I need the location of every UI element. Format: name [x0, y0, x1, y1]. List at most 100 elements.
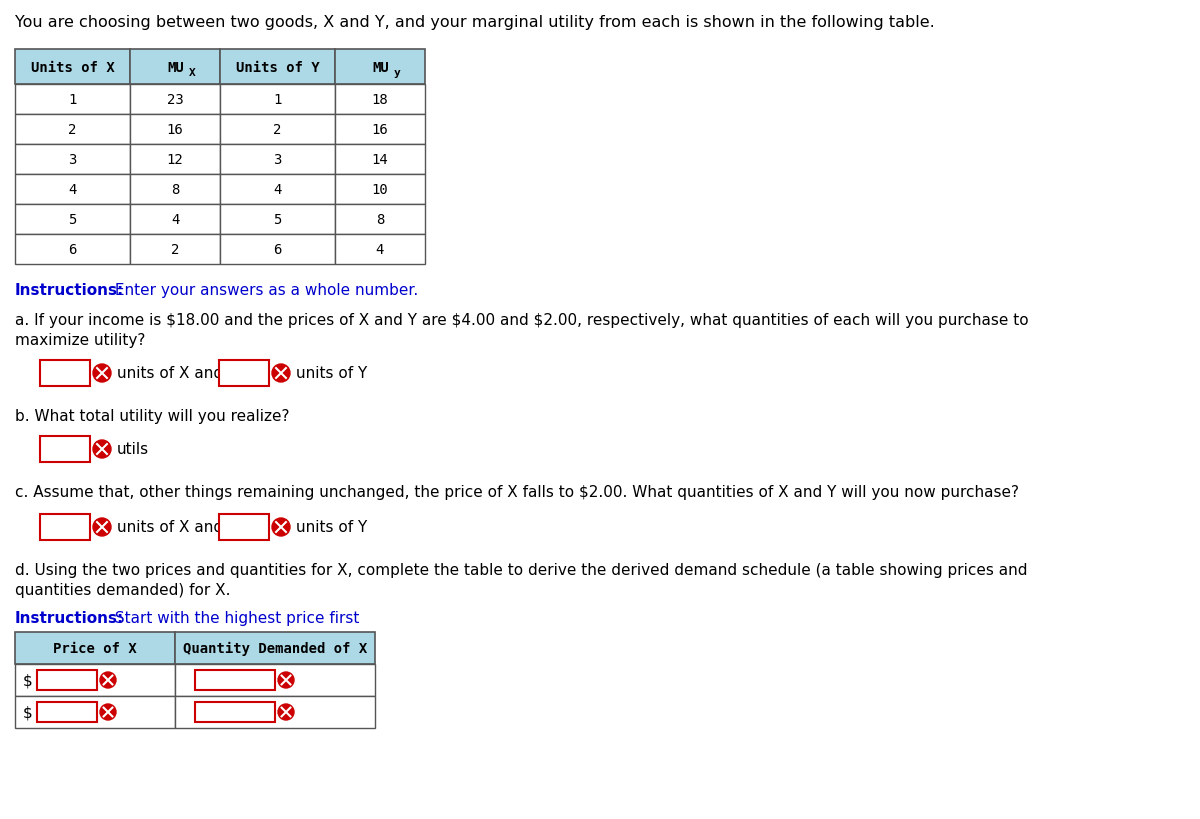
Text: 8: 8 — [376, 213, 384, 227]
Text: 23: 23 — [167, 93, 184, 106]
Text: Units of X: Units of X — [31, 61, 114, 75]
Text: MU: MU — [167, 61, 184, 75]
Text: y: y — [394, 67, 401, 78]
Circle shape — [100, 672, 116, 688]
Circle shape — [100, 704, 116, 720]
Bar — [220, 115, 335, 145]
Text: utils: utils — [118, 442, 149, 457]
Text: 1: 1 — [274, 93, 282, 106]
Text: X: X — [190, 67, 196, 78]
Bar — [220, 50, 335, 85]
Bar — [220, 205, 335, 235]
Text: 16: 16 — [372, 123, 389, 137]
Text: 6: 6 — [68, 242, 77, 256]
Bar — [14, 235, 130, 265]
Bar — [130, 115, 220, 145]
Bar — [130, 205, 220, 235]
Text: 2: 2 — [274, 123, 282, 137]
Text: 4: 4 — [170, 213, 179, 227]
Text: $: $ — [23, 672, 32, 688]
Text: 12: 12 — [167, 153, 184, 167]
Text: MU: MU — [372, 61, 389, 75]
Text: c. Assume that, other things remaining unchanged, the price of X falls to $2.00.: c. Assume that, other things remaining u… — [14, 484, 1019, 500]
Bar — [130, 235, 220, 265]
Text: units of Y: units of Y — [296, 366, 367, 381]
Bar — [130, 50, 220, 85]
Bar — [335, 174, 425, 205]
Bar — [40, 360, 90, 387]
Text: You are choosing between two goods, X and Y, and your marginal utility from each: You are choosing between two goods, X an… — [14, 15, 935, 30]
Bar — [37, 702, 97, 722]
Text: 4: 4 — [376, 242, 384, 256]
Bar — [335, 50, 425, 85]
Text: 14: 14 — [372, 153, 389, 167]
Bar — [14, 696, 175, 728]
Text: Quantity Demanded of X: Quantity Demanded of X — [182, 641, 367, 655]
Text: 1: 1 — [68, 93, 77, 106]
Text: 5: 5 — [274, 213, 282, 227]
Bar — [335, 145, 425, 174]
Circle shape — [94, 441, 112, 459]
Bar — [37, 670, 97, 690]
Bar — [175, 664, 374, 696]
Bar — [14, 664, 175, 696]
Text: Price of X: Price of X — [53, 641, 137, 655]
Circle shape — [278, 704, 294, 720]
Bar — [130, 145, 220, 174]
Bar — [14, 85, 130, 115]
Bar — [14, 50, 130, 85]
Text: $: $ — [23, 704, 32, 720]
Bar — [220, 85, 335, 115]
Bar — [14, 145, 130, 174]
Bar — [14, 205, 130, 235]
Text: b. What total utility will you realize?: b. What total utility will you realize? — [14, 409, 289, 423]
Bar — [335, 115, 425, 145]
Text: 16: 16 — [167, 123, 184, 137]
Text: 4: 4 — [274, 183, 282, 197]
Circle shape — [272, 518, 290, 536]
Text: d. Using the two prices and quantities for X, complete the table to derive the d: d. Using the two prices and quantities f… — [14, 563, 1027, 577]
Bar — [40, 514, 90, 541]
Text: a. If your income is $18.00 and the prices of X and Y are $4.00 and $2.00, respe: a. If your income is $18.00 and the pric… — [14, 313, 1028, 328]
Text: units of Y: units of Y — [296, 520, 367, 535]
Text: 3: 3 — [274, 153, 282, 167]
Bar — [14, 632, 175, 664]
Text: 3: 3 — [68, 153, 77, 167]
Bar — [220, 360, 269, 387]
Bar — [220, 145, 335, 174]
Bar — [130, 174, 220, 205]
Text: 5: 5 — [68, 213, 77, 227]
Text: 2: 2 — [170, 242, 179, 256]
Text: Units of Y: Units of Y — [235, 61, 319, 75]
Text: units of X and: units of X and — [118, 366, 223, 381]
Circle shape — [94, 364, 112, 382]
Bar — [130, 85, 220, 115]
Bar — [175, 696, 374, 728]
Bar — [175, 632, 374, 664]
Circle shape — [272, 364, 290, 382]
Text: 6: 6 — [274, 242, 282, 256]
Text: 8: 8 — [170, 183, 179, 197]
Circle shape — [278, 672, 294, 688]
Bar — [194, 670, 275, 690]
Text: Instructions:: Instructions: — [14, 610, 125, 625]
Text: Enter your answers as a whole number.: Enter your answers as a whole number. — [110, 283, 419, 297]
Bar — [335, 235, 425, 265]
Text: Start with the highest price first: Start with the highest price first — [110, 610, 359, 625]
Bar — [335, 205, 425, 235]
Bar — [14, 115, 130, 145]
Text: 10: 10 — [372, 183, 389, 197]
Text: 2: 2 — [68, 123, 77, 137]
Text: maximize utility?: maximize utility? — [14, 333, 145, 347]
Text: 4: 4 — [68, 183, 77, 197]
Bar — [194, 702, 275, 722]
Text: quantities demanded) for X.: quantities demanded) for X. — [14, 582, 230, 597]
Bar — [335, 85, 425, 115]
Circle shape — [94, 518, 112, 536]
Bar — [14, 174, 130, 205]
Text: units of X and: units of X and — [118, 520, 223, 535]
Bar — [40, 437, 90, 463]
Text: 18: 18 — [372, 93, 389, 106]
Bar — [220, 514, 269, 541]
Bar — [220, 235, 335, 265]
